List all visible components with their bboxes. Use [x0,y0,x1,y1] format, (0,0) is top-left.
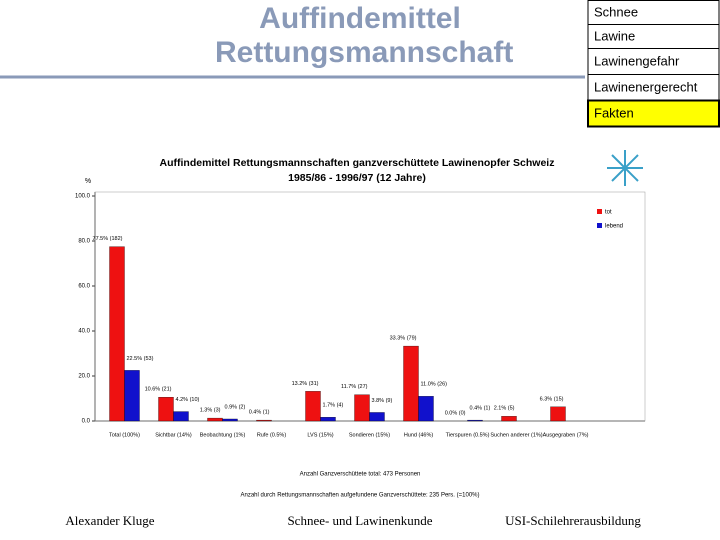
bar [418,396,434,422]
data-label: 77.5% (182) [93,236,123,242]
title-line: Rettungsmannschaft [207,36,514,69]
annotation: Anzahl Ganzverschüttete total: 473 Perso… [300,472,421,478]
x-tick-label: LVS (15%) [307,432,333,438]
footer-text: Schnee- und Lawinenkunde [287,513,432,528]
menu-button [587,48,720,75]
menu-button [587,0,720,25]
y-tick-label: 40.0 [78,329,90,335]
data-label: 11.7% (27) [341,384,368,390]
menu-label: Lawinengefahr [594,53,680,68]
chart-title: Auffindemittel Rettungsmannschaften ganz… [160,157,555,169]
data-label: 13.2% (31) [292,381,319,387]
bar [550,406,566,422]
bar [369,412,385,422]
x-tick-label: Beobachtung (1%) [200,432,246,438]
menu-button [587,74,720,101]
bar [109,246,125,422]
chart-frame [65,145,650,503]
data-label: 0.0% (0) [445,410,466,416]
menu-button [587,99,720,128]
annotation: Anzahl durch Rettungsmannschaften aufgef… [241,493,480,499]
x-tick-label: Sondieren (15%) [349,432,390,438]
data-label: 0.4% (1) [249,410,270,416]
x-tick-label: Hund (46%) [404,432,434,438]
data-label: 6.3% (15) [540,396,564,402]
menu-label: Fakten [594,105,634,120]
legend-label: lebend [605,224,623,230]
bar [124,370,140,422]
menu-label: Lawine [594,28,635,43]
slide-title: Auffindemittel Rettungsmannschaft [207,2,514,69]
data-label: 2.1% (5) [494,406,515,412]
data-label: 22.5% (53) [127,356,154,362]
x-tick-label: Total (100%) [109,432,140,438]
bar [222,418,238,422]
data-label: 1.3% (3) [200,408,221,414]
x-tick-label: Sichtbar (14%) [155,432,192,438]
bar [354,394,370,422]
legend-label: tot [605,210,612,216]
x-tick-label: Suchen anderer (1%) [490,432,542,438]
data-label: 33.3% (79) [390,336,417,342]
bar [173,411,189,422]
x-tick-label: Tierspuren (0.5%) [446,432,490,438]
bar [256,419,272,422]
bar [467,419,483,422]
bar [403,345,419,422]
menu-label: Schnee [594,4,638,19]
footer-text: USI-Schilehrerausbildung [505,513,641,528]
x-tick-label: Rufe (0.5%) [257,432,287,438]
menu-label: Lawinenergerecht [594,79,698,94]
bar [320,417,336,422]
title-line: Auffindemittel [259,2,461,35]
bar [501,416,517,422]
y-tick-label: 0.0 [82,419,91,425]
data-label: 4.2% (10) [176,397,200,403]
y-tick-label: 100.0 [75,194,91,200]
data-label: 1.7% (4) [323,403,344,409]
bar [207,417,223,422]
footer-text: Alexander Kluge [65,513,154,528]
bar [305,391,321,422]
y-tick-label: 20.0 [78,374,90,380]
data-label: 11.0% (26) [421,382,448,388]
x-tick-label: Ausgegraben (7%) [543,432,589,438]
y-tick-label: 80.0 [78,239,90,245]
data-label: 3.8% (9) [372,398,393,404]
legend-swatch [597,209,602,214]
chart-subtitle: 1985/86 - 1996/97 (12 Jahre) [288,172,426,184]
logo [607,150,643,186]
y-tick-label: 60.0 [78,284,90,290]
legend-swatch [597,223,602,228]
data-label: 10.6% (21) [145,387,172,393]
bar [158,396,174,422]
data-label: 0.9% (2) [225,404,246,410]
data-label: 0.4% (1) [470,406,491,412]
y-axis-label: % [85,178,91,185]
